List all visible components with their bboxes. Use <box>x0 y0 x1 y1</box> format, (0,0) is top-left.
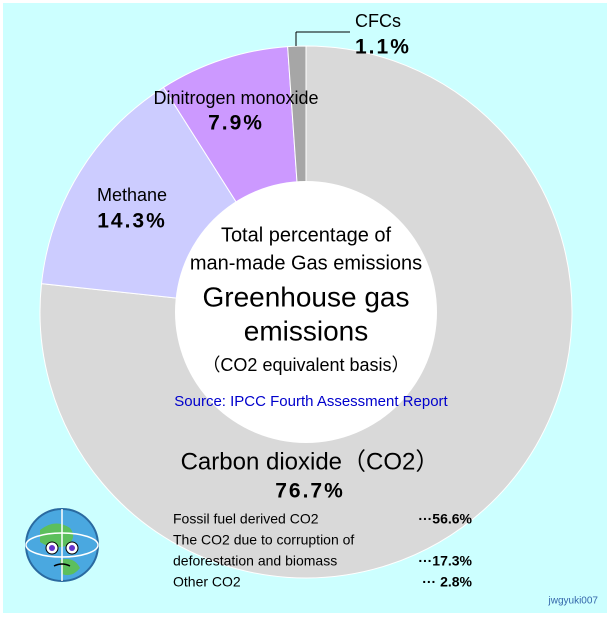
category-label: Dinitrogen monoxide <box>153 88 318 108</box>
source: Source: IPCC Fourth Assessment Report <box>174 393 448 410</box>
breakdown-value: ···17.3% <box>418 553 472 569</box>
center-text: man-made Gas emissions <box>190 252 422 274</box>
breakdown-label: deforestation and biomass <box>173 553 337 569</box>
breakdown-label: The CO2 due to corruption of <box>173 532 354 548</box>
breakdown-value: ··· 2.8% <box>422 574 472 590</box>
category-label: Methane <box>97 185 167 205</box>
center-text: Total percentage of <box>221 224 392 246</box>
category-label: Carbon dioxide（CO2） <box>181 448 440 475</box>
value-label: 14.3% <box>97 210 167 233</box>
globe-icon <box>25 508 99 582</box>
value-label: 1.1% <box>355 36 411 59</box>
breakdown-value: ···56.6% <box>418 511 472 527</box>
credit: jwgyuki007 <box>548 596 599 607</box>
category-label: CFCs <box>355 11 401 31</box>
subtitle: （CO2 equivalent basis） <box>202 355 409 375</box>
breakdown-label: Fossil fuel derived CO2 <box>173 511 319 527</box>
value-label: 76.7% <box>275 480 345 503</box>
chart-title: emissions <box>244 315 368 346</box>
breakdown-label: Other CO2 <box>173 574 241 590</box>
value-label: 7.9% <box>208 112 264 135</box>
chart-title: Greenhouse gas <box>202 281 409 312</box>
donut-hole <box>175 181 437 443</box>
